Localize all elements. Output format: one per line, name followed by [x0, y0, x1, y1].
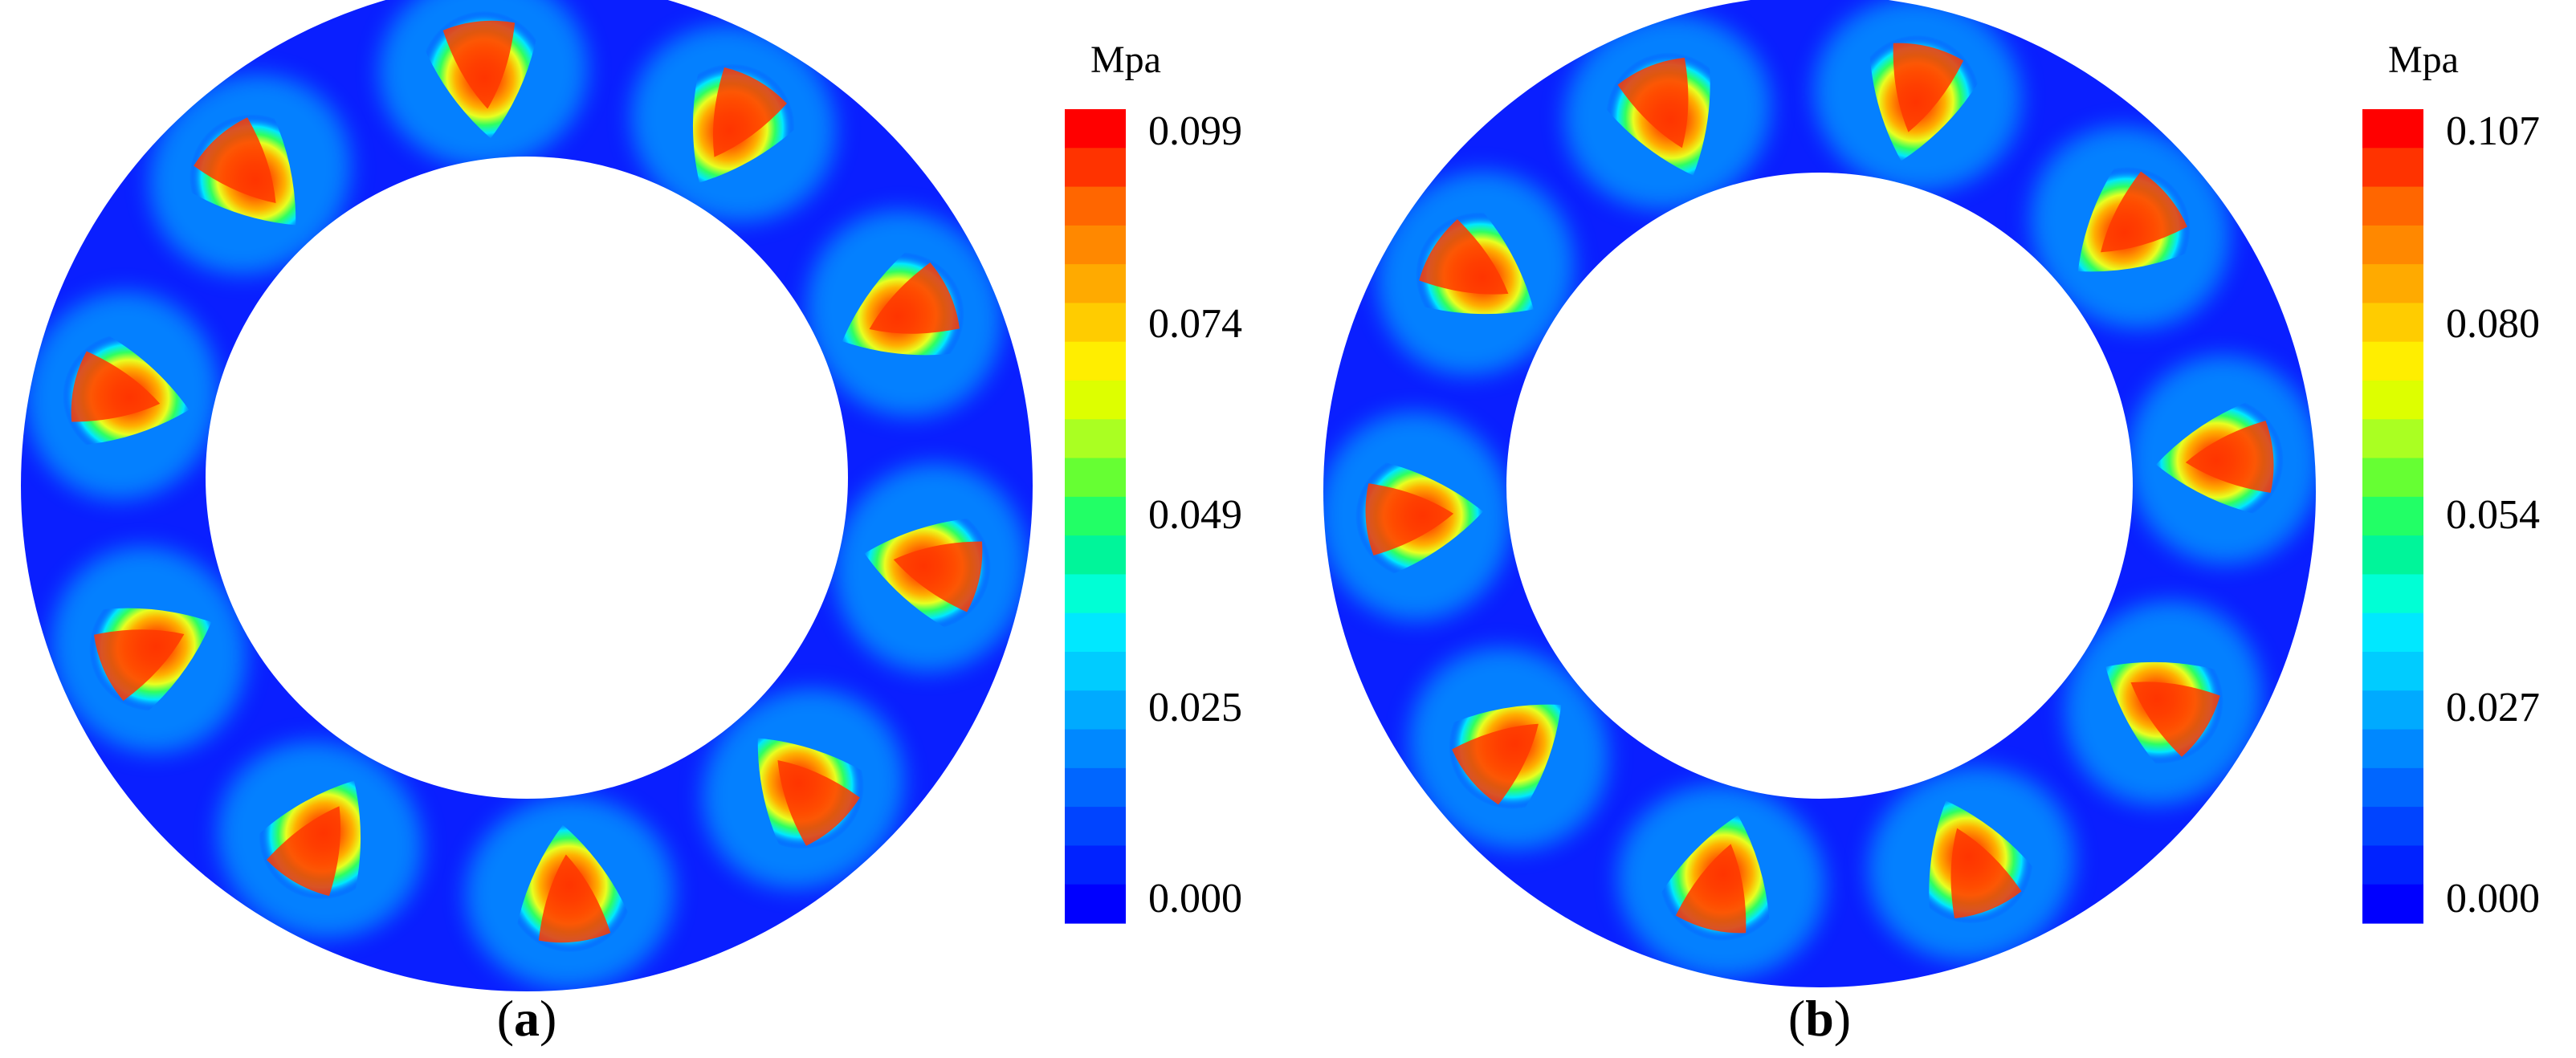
- colorbar-a-band-10: [1065, 496, 1126, 536]
- colorbar-b-band-18: [2362, 807, 2423, 847]
- colorbar-b-tick-0: 0.107: [2446, 108, 2540, 154]
- colorbar-b-band-11: [2362, 535, 2423, 576]
- colorbar-b-band-8: [2362, 419, 2423, 459]
- colorbar-a-band-13: [1065, 612, 1126, 653]
- colorbar-a-band-19: [1065, 845, 1126, 885]
- colorbar-b: Mpa 0.107 0.080 0.054 0.027 0.000: [2362, 39, 2540, 924]
- colorbar-a-unit: Mpa: [1090, 39, 1161, 81]
- colorbar-a-tick-3: 0.025: [1148, 685, 1242, 730]
- colorbar-a-band-11: [1065, 535, 1126, 576]
- colorbar-b-band-2: [2362, 186, 2423, 226]
- pad-a-3: [217, 741, 423, 938]
- pad-b-0: [2127, 355, 2321, 564]
- colorbar-a-tick-1: 0.074: [1148, 301, 1242, 347]
- pad-a-8: [630, 25, 837, 222]
- colorbar-a-band-7: [1065, 380, 1126, 420]
- colorbar-b-band-3: [2362, 225, 2423, 265]
- pad-b-7: [1564, 14, 1771, 210]
- panel-b-contour: [1317, 0, 2329, 1011]
- colorbar-b-band-19: [2362, 845, 2423, 885]
- pad-a-6: [149, 74, 352, 275]
- pad-a-5: [25, 291, 219, 500]
- colorbar-a-band-9: [1065, 458, 1126, 498]
- pad-b-1: [2064, 600, 2263, 805]
- colorbar-b-bands: [2362, 109, 2423, 924]
- colorbar-a-bands: [1065, 109, 1126, 924]
- colorbar-a-band-15: [1065, 690, 1126, 730]
- pads-b: [1319, 0, 2321, 979]
- colorbar-a-band-18: [1065, 807, 1126, 847]
- caption-a-letter: a: [514, 990, 540, 1047]
- colorbar-b-band-15: [2362, 690, 2423, 730]
- colorbar-a-band-5: [1065, 303, 1126, 343]
- pad-a-7: [379, 0, 589, 167]
- caption-b-close: ): [1834, 990, 1851, 1047]
- colorbar-a-tick-0: 0.099: [1148, 108, 1242, 154]
- colorbar-b-tick-1: 0.080: [2446, 301, 2540, 347]
- caption-a-close: ): [540, 990, 556, 1047]
- pad-b-6: [1376, 171, 1575, 376]
- pad-a-4: [51, 547, 247, 753]
- colorbar-b-band-1: [2362, 148, 2423, 188]
- colorbar-a-band-16: [1065, 729, 1126, 769]
- caption-b-open: (: [1788, 990, 1805, 1047]
- colorbar-b-tick-2: 0.054: [2446, 492, 2540, 538]
- colorbar-b-band-10: [2362, 496, 2423, 536]
- caption-b-letter: b: [1805, 990, 1834, 1047]
- colorbar-b-band-0: [2362, 109, 2423, 149]
- colorbar-b-band-14: [2362, 652, 2423, 691]
- colorbar-a-tick-2: 0.049: [1148, 492, 1242, 538]
- colorbar-b-band-6: [2362, 341, 2423, 381]
- colorbar-a-band-3: [1065, 225, 1126, 265]
- colorbar-b-band-7: [2362, 380, 2423, 420]
- colorbar-b-band-17: [2362, 767, 2423, 808]
- colorbar-b-tick-4: 0.000: [2446, 876, 2540, 922]
- caption-b: (b): [1788, 990, 1851, 1047]
- pad-b-2: [1868, 766, 2075, 962]
- colorbar-b-tick-3: 0.027: [2446, 685, 2540, 730]
- colorbar-a-band-1: [1065, 148, 1126, 188]
- pad-b-9: [2030, 126, 2231, 329]
- colorbar-b-unit: Mpa: [2388, 39, 2459, 81]
- pad-a-1: [702, 689, 905, 889]
- colorbar-a-band-20: [1065, 884, 1126, 924]
- panel-a-contour: [0, 0, 1060, 1011]
- colorbar-b-band-20: [2362, 884, 2423, 924]
- colorbar-b-band-5: [2362, 303, 2423, 343]
- caption-a-open: (: [497, 990, 514, 1047]
- colorbar-a-band-8: [1065, 419, 1126, 459]
- colorbar-a-band-4: [1065, 264, 1126, 304]
- colorbar-b-band-9: [2362, 458, 2423, 498]
- pad-a-2: [465, 796, 675, 990]
- colorbar-b-band-4: [2362, 264, 2423, 304]
- colorbar-a-band-6: [1065, 341, 1126, 381]
- pad-a-9: [806, 210, 1003, 417]
- colorbar-a-band-17: [1065, 767, 1126, 808]
- pad-b-8: [1813, 0, 2022, 192]
- pad-b-4: [1408, 647, 1609, 850]
- colorbar-a-tick-4: 0.000: [1148, 876, 1242, 922]
- pads-a: [25, 0, 1029, 990]
- colorbar-a-band-0: [1065, 109, 1126, 149]
- caption-a: (a): [497, 990, 557, 1047]
- pad-b-3: [1617, 784, 1826, 979]
- pad-a-0: [834, 463, 1029, 672]
- pad-b-5: [1319, 412, 1512, 621]
- colorbar-a-band-12: [1065, 574, 1126, 614]
- colorbar-a: Mpa 0.099 0.074 0.049 0.025 0.000: [1065, 39, 1242, 924]
- colorbar-b-band-16: [2362, 729, 2423, 769]
- colorbar-a-band-2: [1065, 186, 1126, 226]
- colorbar-b-band-13: [2362, 612, 2423, 653]
- colorbar-a-band-14: [1065, 652, 1126, 691]
- colorbar-b-band-12: [2362, 574, 2423, 614]
